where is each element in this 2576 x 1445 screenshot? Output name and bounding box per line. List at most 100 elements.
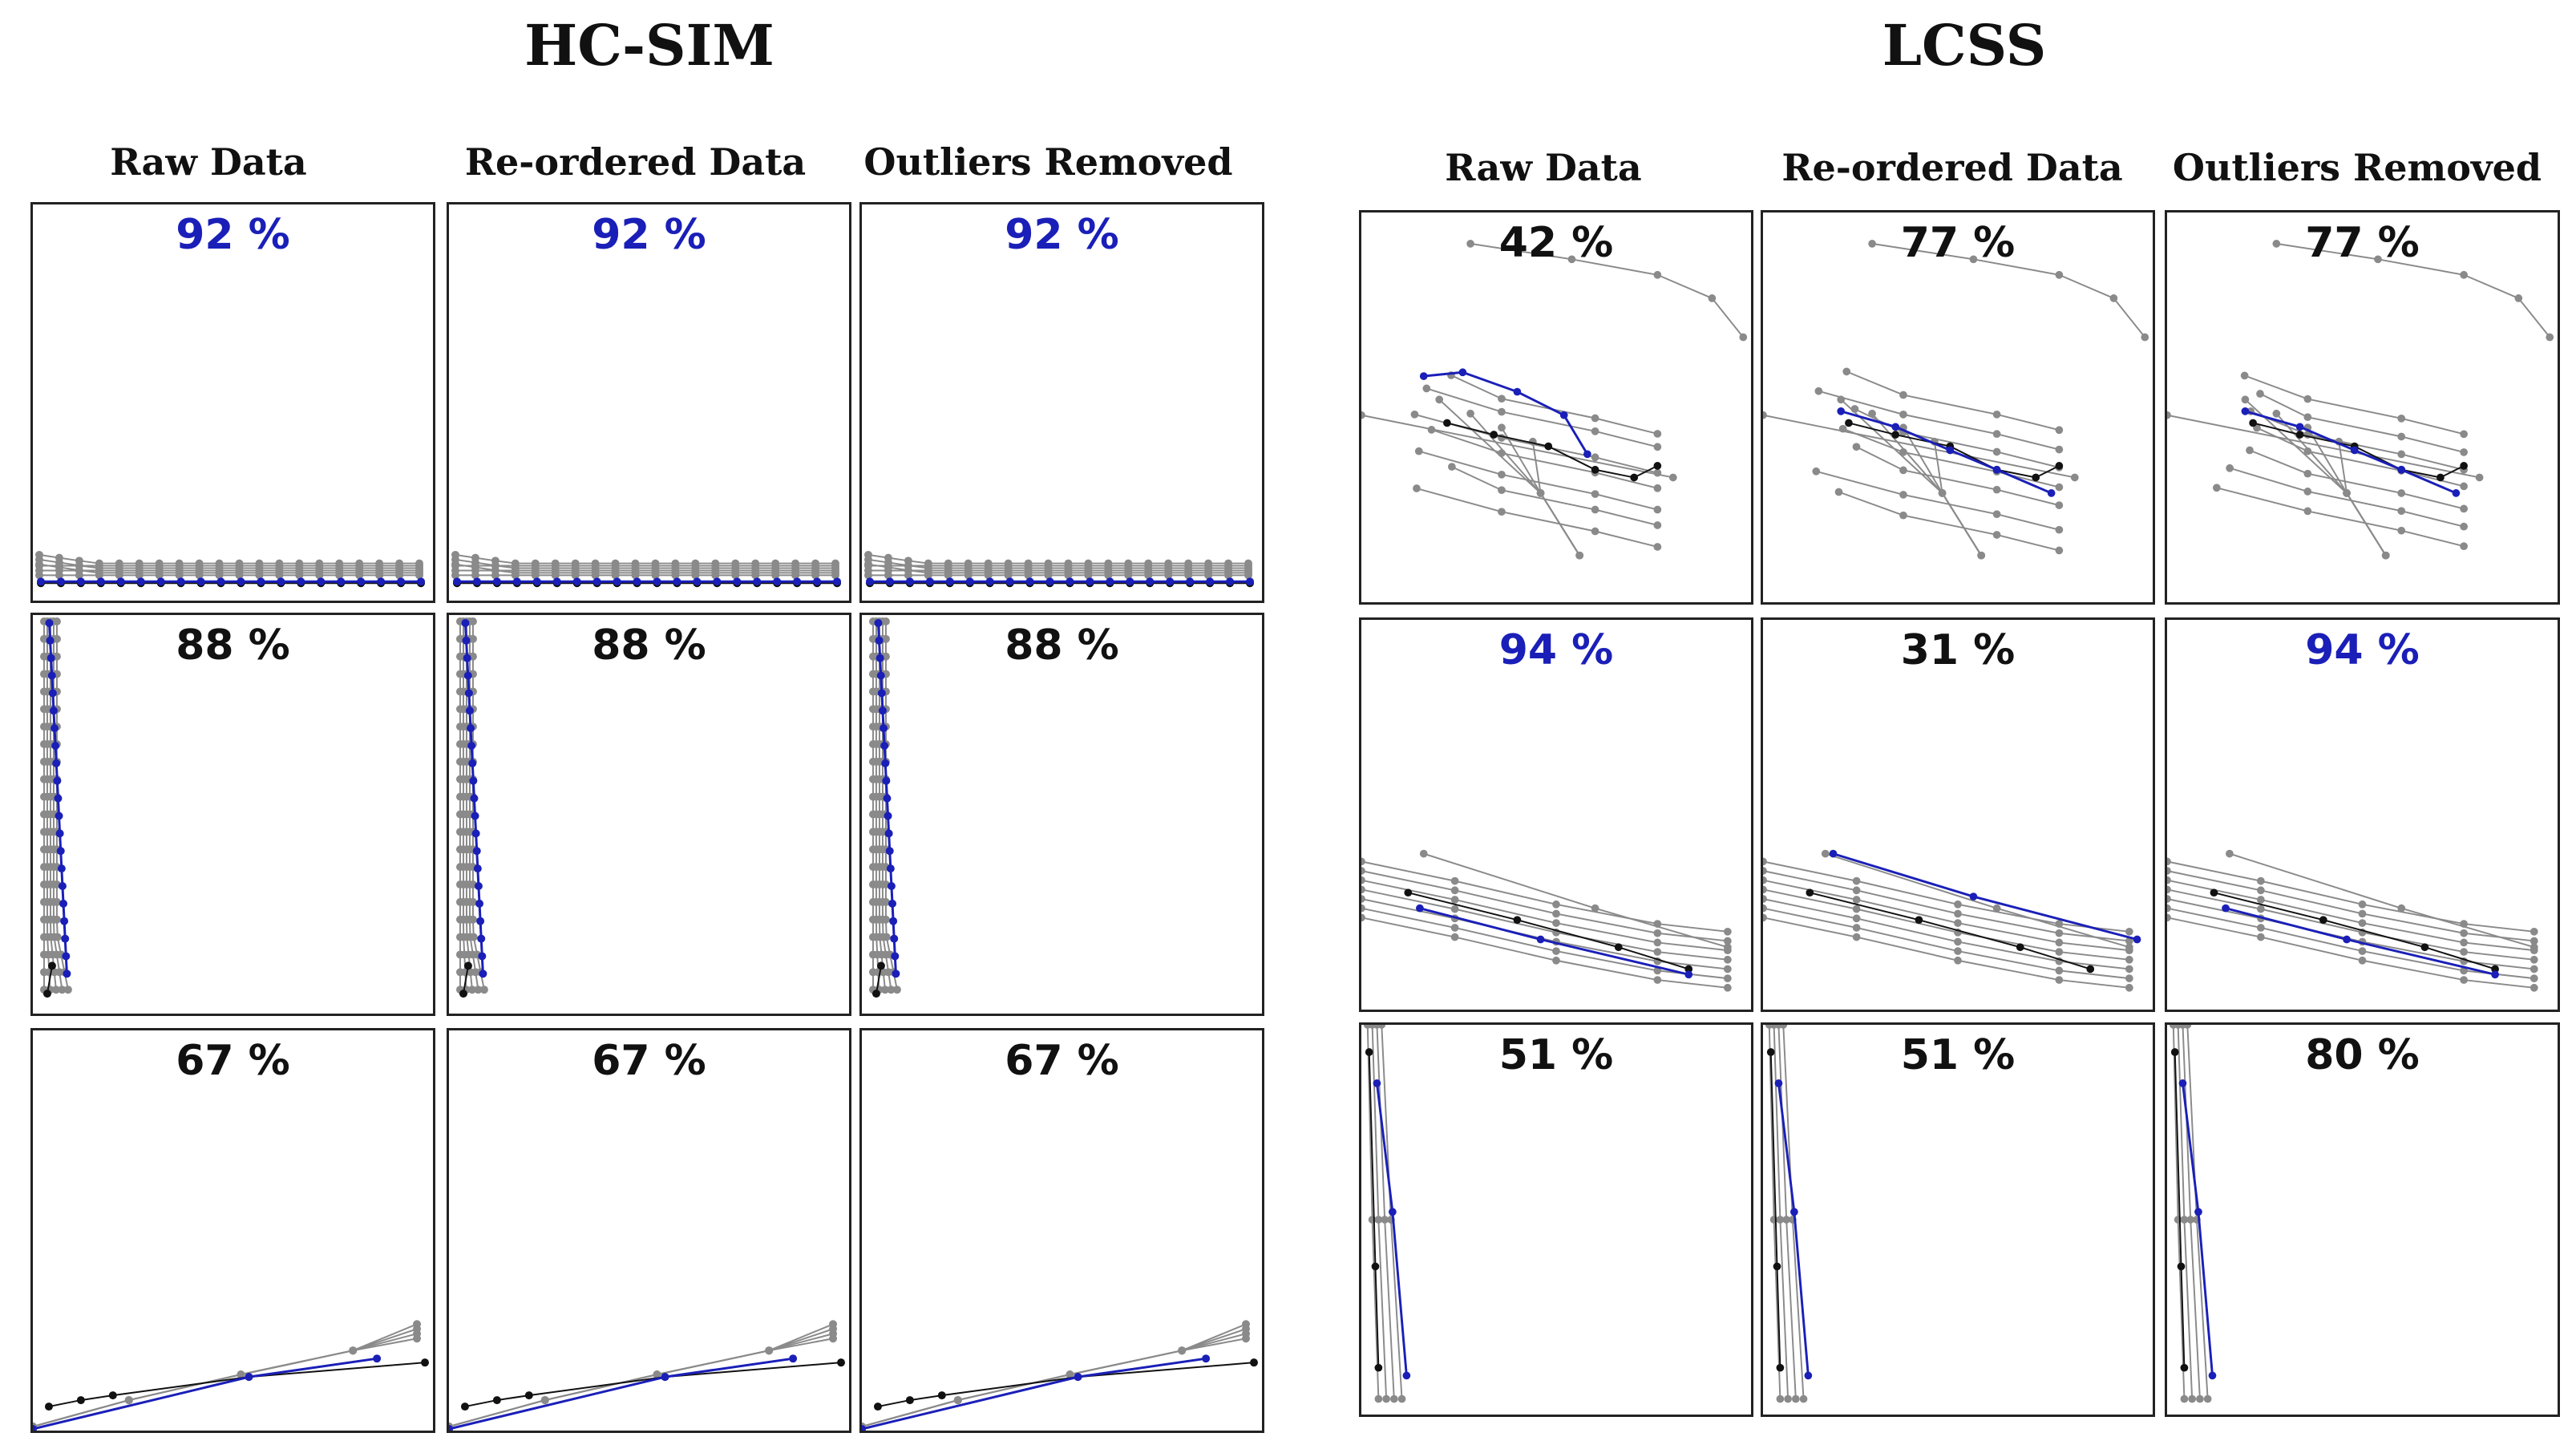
trajectory-line-point — [1708, 294, 1717, 302]
trajectory-line-point — [2303, 469, 2312, 478]
trajectory-line-point — [1723, 943, 1732, 952]
trajectory-line-highlight-point — [881, 759, 890, 767]
trajectory-line-point — [2397, 489, 2406, 497]
trajectory-line-point — [1552, 956, 1560, 965]
trajectory-line-point — [863, 561, 872, 570]
trajectory-line-point — [1837, 395, 1846, 404]
trajectory-line-point — [1684, 965, 1693, 973]
trajectory-line-point — [887, 986, 896, 994]
trajectory-line-point — [2055, 445, 2064, 454]
trajectory-line-point — [2272, 240, 2281, 248]
trajectory-line-point — [2055, 929, 2064, 937]
trajectory-line-highlight-point — [2222, 904, 2230, 913]
trajectory-line-point — [1450, 896, 1459, 904]
trajectory-line-point — [58, 986, 67, 994]
trajectory-line-point — [237, 1370, 245, 1379]
trajectory-line — [2167, 917, 2534, 989]
trajectory-line-point — [95, 559, 103, 568]
trajectory-line-point — [451, 550, 459, 559]
group-title-lcss: LCSS — [1882, 12, 2047, 79]
trajectory-line-highlight-point — [693, 577, 702, 586]
trajectory-line-point — [2303, 413, 2312, 422]
trajectory-line-point — [2203, 1394, 2212, 1403]
trajectory-line-point — [2272, 409, 2281, 418]
trajectory-plot — [862, 1320, 1259, 1431]
trajectory-line-highlight-point — [417, 577, 426, 586]
trajectory-line-point — [771, 559, 780, 568]
trajectory-line-point — [395, 559, 404, 568]
trajectory-line-point — [1668, 473, 1677, 482]
trajectory-line-point — [1992, 531, 2001, 539]
trajectory-line-point — [76, 1396, 85, 1405]
trajectory-line-point — [1852, 914, 1861, 923]
trajectory-line-point — [1490, 431, 1498, 439]
trajectory-line-point — [1791, 1394, 1800, 1403]
trajectory-line — [1431, 428, 1658, 489]
trajectory-line — [1763, 414, 2075, 479]
trajectory-line-point — [2529, 965, 2538, 973]
trajectory-line-highlight-point — [1389, 1208, 1397, 1216]
trajectory-line-point — [2241, 395, 2250, 404]
trajectory-plot — [2167, 849, 2538, 992]
trajectory-line-point — [421, 1358, 430, 1367]
similarity-percent: 31 % — [1900, 626, 2016, 674]
trajectory-line-point — [1591, 465, 1599, 474]
trajectory-line-point — [2167, 904, 2171, 913]
trajectory-line — [468, 621, 479, 990]
trajectory-line-point — [315, 559, 324, 568]
trajectory-line-point — [2529, 955, 2538, 964]
trajectory-line-highlight-point — [47, 671, 56, 680]
trajectory-line-point — [2257, 886, 2265, 895]
trajectory-line — [1450, 374, 1658, 435]
trajectory-line-highlight-point — [373, 1354, 382, 1363]
trajectory-line-highlight-point — [2047, 489, 2056, 497]
trajectory-line-point — [1776, 1216, 1785, 1224]
trajectory-line-highlight-point — [357, 577, 366, 586]
trajectory-plot — [39, 617, 72, 998]
trajectory-line-point — [467, 986, 476, 994]
trajectory-line — [2229, 467, 2465, 528]
trajectory-line-point — [964, 559, 973, 568]
trajectory-line — [2252, 422, 2465, 479]
lcss-panel-r1-c1: 42 % — [1359, 210, 1753, 605]
trajectory-line-highlight-point — [156, 577, 165, 586]
trajectory-line-point — [2055, 483, 2064, 492]
trajectory-line-highlight-point — [58, 881, 67, 890]
trajectory-line — [1842, 427, 2060, 488]
trajectory-line-highlight-point — [1025, 577, 1034, 586]
trajectory-line-highlight-point — [449, 1425, 453, 1431]
trajectory-line-point — [1773, 1262, 1781, 1271]
trajectory-line-point — [2055, 426, 2064, 435]
trajectory-line-point — [1104, 559, 1113, 568]
trajectory-line — [884, 621, 898, 990]
trajectory-line-point — [215, 559, 224, 568]
trajectory-line-highlight-point — [337, 577, 346, 586]
trajectory-line-point — [1374, 1216, 1383, 1224]
lcss-panel-r2-c3: 94 % — [2165, 617, 2560, 1012]
trajectory-line-highlight-point — [52, 759, 61, 767]
trajectory-line-point — [1044, 559, 1053, 568]
trajectory-line-highlight-point — [56, 577, 65, 586]
trajectory-line-point — [691, 559, 700, 568]
trajectory-line-point — [1899, 466, 1907, 475]
trajectory-line-point — [2397, 904, 2406, 913]
lcss-panel-r3-c1: 51 % — [1359, 1022, 1753, 1417]
trajectory-line-highlight-point — [888, 899, 897, 908]
trajectory-line-point — [2381, 551, 2390, 560]
trajectory-line-point — [1763, 857, 1767, 866]
trajectory-line-point — [2358, 919, 2367, 927]
trajectory-line-highlight-point — [613, 577, 621, 586]
trajectory-line-point — [1591, 505, 1599, 514]
trajectory-plot — [34, 550, 426, 588]
trajectory-line-point — [1591, 414, 1599, 423]
trajectory-line-point — [1466, 409, 1474, 418]
trajectory-line-highlight-point — [885, 847, 894, 856]
trajectory-line-point — [1992, 510, 2001, 519]
trajectory-line-point — [1435, 395, 1444, 404]
trajectory-line-highlight-point — [833, 577, 842, 586]
similarity-percent: 51 % — [1900, 1031, 2016, 1079]
trajectory-line-highlight-point — [1419, 372, 1428, 380]
lcss-panel-r2-c2: 31 % — [1761, 617, 2155, 1012]
trajectory-line-point — [2109, 294, 2118, 302]
trajectory-line-point — [1422, 384, 1431, 393]
